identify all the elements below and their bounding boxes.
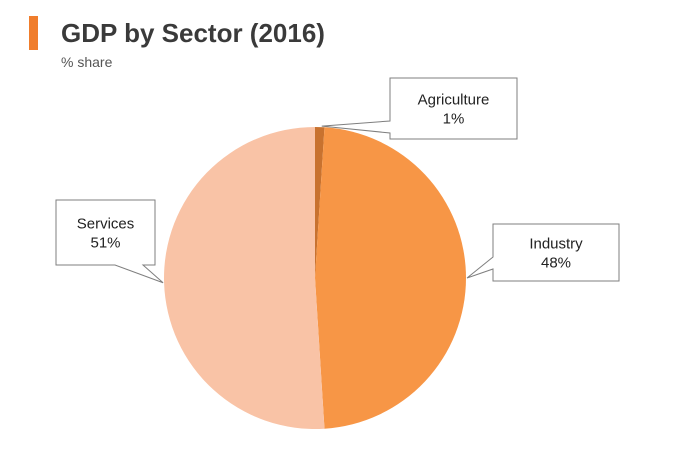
data-label-industry-name: Industry (529, 236, 583, 253)
data-label-industry-value: 48% (541, 255, 571, 272)
callout-industry (466, 223, 620, 282)
pie-slice-services (163, 127, 325, 429)
callout-agriculture (321, 77, 518, 140)
chart-subtitle: % share (61, 54, 113, 70)
data-label-agriculture-value: 1% (443, 111, 465, 128)
chart-title: GDP by Sector (2016) (61, 18, 325, 48)
data-label-agriculture-name: Agriculture (418, 92, 490, 109)
title-accent-bar (29, 16, 38, 50)
pie-slice-industry (315, 127, 466, 429)
callout-services (55, 199, 164, 284)
pie-slice-agriculture (315, 127, 325, 278)
data-label-services-value: 51% (90, 235, 120, 252)
data-label-services-name: Services (77, 216, 135, 233)
